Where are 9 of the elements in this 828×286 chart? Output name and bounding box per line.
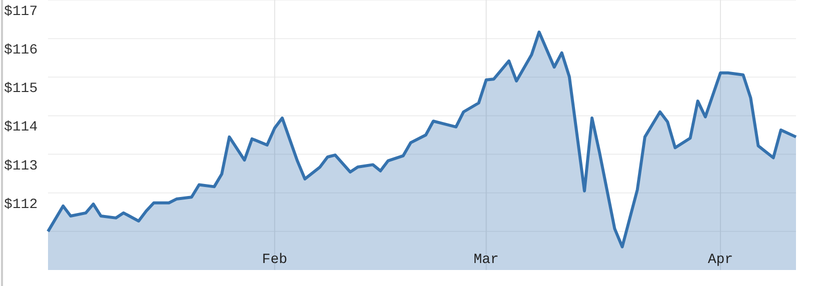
y-tick-label: $113	[4, 158, 38, 174]
x-tick-label: Mar	[474, 252, 499, 268]
y-tick-label: $117	[4, 4, 38, 20]
y-tick-label: $112	[4, 196, 38, 213]
y-tick-label: $114	[4, 120, 38, 136]
y-tick-label: $115	[4, 81, 38, 98]
x-tick-label: Apr	[708, 252, 734, 268]
y-tick-label: $116	[4, 42, 38, 59]
x-tick-label: Feb	[262, 252, 288, 268]
